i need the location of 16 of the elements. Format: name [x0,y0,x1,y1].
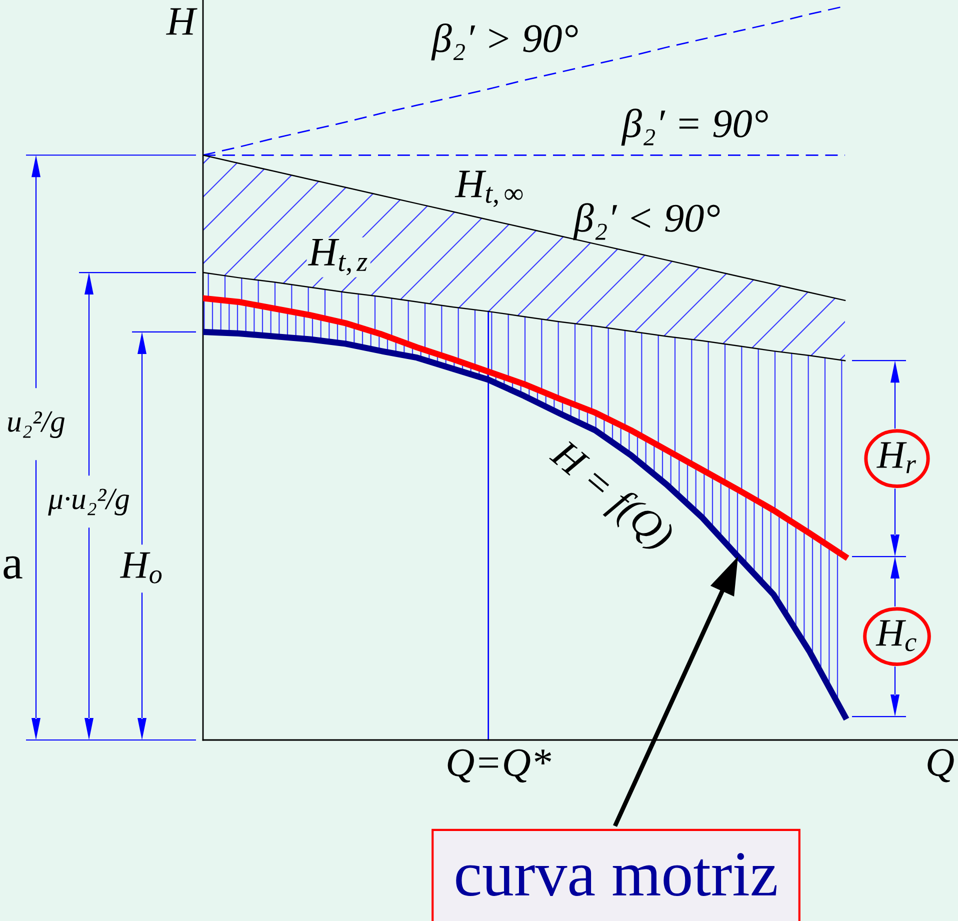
text: a [4,556,22,579]
text: H = f(Q) [544,436,677,557]
y-axis-title: H [166,8,198,35]
text: Q=Q* [448,749,552,782]
text: H$_{o}$ [120,552,162,584]
x-axis-title: Q [928,749,954,782]
series-label: β₂′ > 90° [431,23,578,60]
text: H$_{c}$ [876,620,916,652]
text: curva motriz [456,853,777,896]
text: H$_{r}$ [876,442,916,474]
series-label: β₂′ = 90° [621,108,768,146]
series-label: H$_{t,∞}$ [454,170,523,208]
annotation: β₂′ < 90° [573,203,720,240]
series-label: H$_{t,z}$ [308,239,368,276]
text: u₂²/g [8,411,65,438]
text: μ·u₂²/g [48,488,130,516]
